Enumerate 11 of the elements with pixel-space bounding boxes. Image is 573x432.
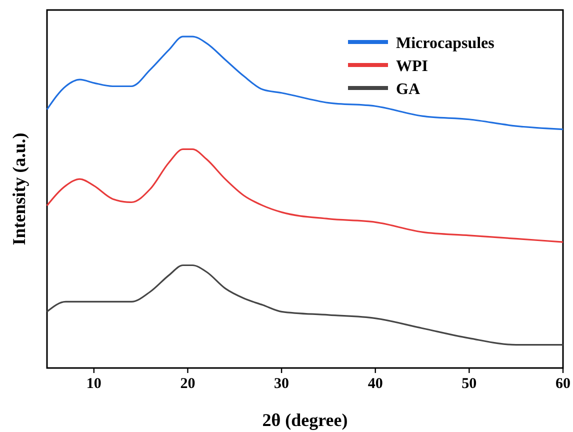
- x-tick-label: 40: [368, 376, 383, 392]
- x-tick-label: 30: [274, 376, 290, 392]
- x-tick-label: 60: [556, 376, 570, 392]
- x-axis-title: 2θ (degree): [262, 410, 348, 430]
- legend-label: GA: [396, 81, 420, 98]
- x-tick-label: 10: [86, 376, 102, 392]
- legend-label: Microcapsules: [396, 35, 494, 52]
- legend-label: WPI: [396, 58, 428, 75]
- x-tick-label: 50: [462, 376, 477, 392]
- y-axis-title: Intensity (a.u.): [9, 132, 29, 246]
- x-tick-label: 20: [180, 376, 196, 392]
